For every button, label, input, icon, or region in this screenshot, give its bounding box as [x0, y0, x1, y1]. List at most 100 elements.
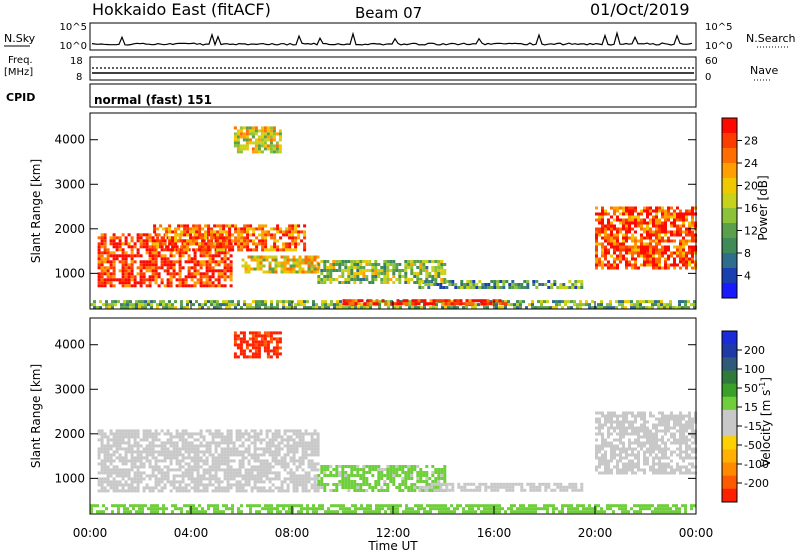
power-cell	[289, 270, 293, 274]
power-cell	[595, 251, 598, 255]
power-cell	[652, 254, 655, 258]
power-cell	[223, 251, 227, 255]
velocity-cell	[112, 477, 116, 481]
velocity-cell	[398, 489, 402, 492]
power-cell	[378, 303, 381, 307]
velocity-cell	[304, 477, 308, 481]
power-cell	[320, 278, 324, 281]
power-cell	[411, 302, 415, 306]
power-cell	[496, 283, 500, 286]
power-cell	[678, 300, 681, 304]
velocity-cell	[324, 510, 327, 514]
velocity-cell	[172, 450, 176, 454]
power-cell	[264, 224, 268, 228]
velocity-cell	[676, 462, 679, 466]
power-cell	[405, 299, 409, 303]
power-cell	[353, 263, 357, 266]
velocity-cell	[181, 471, 185, 475]
power-cell	[103, 257, 107, 261]
velocity-cell	[616, 423, 619, 427]
velocity-cell	[229, 453, 233, 457]
power-cell	[437, 272, 441, 275]
velocity-cell	[453, 510, 456, 514]
power-cell	[655, 221, 658, 225]
velocity-cell	[181, 441, 185, 445]
velocity-cell	[241, 465, 245, 469]
velocity-cell	[625, 447, 628, 451]
velocity-cell	[628, 447, 631, 451]
velocity-cell	[691, 426, 694, 430]
power-cell	[257, 135, 261, 139]
velocity-cell	[637, 462, 640, 466]
power-cell	[169, 272, 173, 276]
velocity-cell	[359, 486, 363, 489]
power-cell	[372, 300, 375, 304]
velocity-cell	[169, 456, 173, 460]
power-cell	[637, 224, 640, 228]
velocity-cell	[604, 420, 607, 424]
velocity-cell	[468, 504, 471, 508]
velocity-cell	[130, 456, 134, 460]
power-cell	[628, 224, 631, 228]
power-cell	[469, 280, 473, 283]
velocity-cell	[118, 432, 122, 436]
velocity-cell	[646, 435, 649, 439]
velocity-cell	[196, 483, 200, 487]
velocity-cell	[544, 482, 548, 486]
velocity-cell	[148, 444, 152, 448]
power-cell	[652, 245, 655, 249]
power-cell	[127, 266, 131, 270]
power-cell	[678, 306, 681, 310]
power-cell	[691, 218, 694, 222]
velocity-cell	[127, 429, 131, 433]
velocity-cell	[407, 471, 411, 474]
velocity-cell	[316, 453, 320, 457]
power-cell	[282, 233, 286, 237]
velocity-cell	[175, 456, 179, 460]
velocity-cell	[295, 435, 299, 439]
velocity-cell	[136, 465, 140, 469]
velocity-cell	[235, 432, 239, 436]
power-cell	[495, 306, 498, 310]
power-cell	[236, 129, 240, 133]
velocity-cell	[475, 485, 479, 489]
power-cell	[251, 150, 255, 154]
velocity-cell	[277, 453, 281, 457]
velocity-cell	[133, 471, 137, 475]
velocity-cell	[256, 459, 260, 463]
velocity-cell	[374, 480, 378, 483]
velocity-cell	[178, 435, 182, 439]
power-cell	[199, 272, 203, 276]
power-cell	[217, 269, 221, 273]
velocity-cell	[247, 477, 251, 481]
velocity-cell	[374, 486, 378, 489]
velocity-cell	[151, 435, 155, 439]
power-cell	[676, 215, 679, 219]
velocity-cell	[437, 480, 441, 483]
velocity-cell	[643, 441, 646, 445]
power-cell	[682, 257, 685, 261]
velocity-cell	[266, 352, 270, 356]
velocity-cell	[304, 480, 308, 484]
power-cell	[222, 242, 226, 246]
velocity-cell	[190, 474, 194, 478]
velocity-cell	[254, 334, 258, 338]
power-cell	[181, 254, 185, 258]
power-cell	[573, 303, 576, 307]
velocity-cell	[673, 471, 676, 475]
power-cell	[329, 263, 333, 266]
power-cell	[154, 266, 158, 270]
velocity-cell	[441, 510, 444, 514]
velocity-cell	[127, 486, 131, 490]
velocity-cell	[265, 435, 269, 439]
velocity-cell	[598, 411, 601, 415]
power-cell	[595, 218, 598, 222]
power-cell	[121, 263, 125, 267]
velocity-cell	[247, 468, 251, 472]
velocity-cell	[151, 489, 155, 493]
power-cell	[386, 275, 390, 278]
power-cell	[673, 239, 676, 243]
velocity-cell	[205, 447, 209, 451]
power-cell	[634, 266, 637, 270]
velocity-cell	[443, 471, 447, 474]
